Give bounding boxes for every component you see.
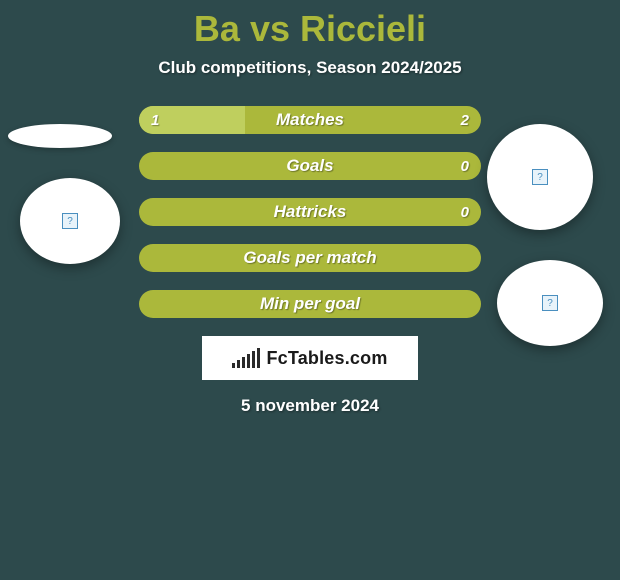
player-avatar-right-bottom: ? bbox=[497, 260, 603, 346]
player-avatar-left: ? bbox=[20, 178, 120, 264]
stat-label: Min per goal bbox=[139, 290, 481, 318]
player-avatar-right-top: ? bbox=[487, 124, 593, 230]
branding-bars-icon bbox=[232, 348, 260, 368]
bar-icon bbox=[252, 351, 255, 368]
stat-right-value: 0 bbox=[461, 198, 469, 226]
image-placeholder-icon: ? bbox=[532, 169, 548, 185]
player-badge-top-left bbox=[8, 124, 112, 148]
stat-row-min-per-goal: Min per goal bbox=[139, 290, 481, 318]
stat-row-goals: Goals 0 bbox=[139, 152, 481, 180]
bar-icon bbox=[257, 348, 260, 368]
image-placeholder-icon: ? bbox=[542, 295, 558, 311]
branding-text: FcTables.com bbox=[266, 348, 387, 369]
date-label: 5 november 2024 bbox=[0, 396, 620, 416]
bar-icon bbox=[242, 357, 245, 368]
stat-label: Goals per match bbox=[139, 244, 481, 272]
bar-icon bbox=[247, 354, 250, 368]
stat-row-matches: 1 Matches 2 bbox=[139, 106, 481, 134]
stat-row-hattricks: Hattricks 0 bbox=[139, 198, 481, 226]
bar-icon bbox=[232, 363, 235, 368]
stat-label: Goals bbox=[139, 152, 481, 180]
stat-row-goals-per-match: Goals per match bbox=[139, 244, 481, 272]
stat-label: Hattricks bbox=[139, 198, 481, 226]
stat-label: Matches bbox=[139, 106, 481, 134]
stat-right-value: 0 bbox=[461, 152, 469, 180]
stat-right-value: 2 bbox=[461, 106, 469, 134]
branding-badge: FcTables.com bbox=[202, 336, 418, 380]
bar-icon bbox=[237, 360, 240, 368]
page-title: Ba vs Riccieli bbox=[0, 0, 620, 50]
image-placeholder-icon: ? bbox=[62, 213, 78, 229]
page-subtitle: Club competitions, Season 2024/2025 bbox=[0, 58, 620, 78]
stats-container: 1 Matches 2 Goals 0 Hattricks 0 Goals pe… bbox=[139, 106, 481, 318]
